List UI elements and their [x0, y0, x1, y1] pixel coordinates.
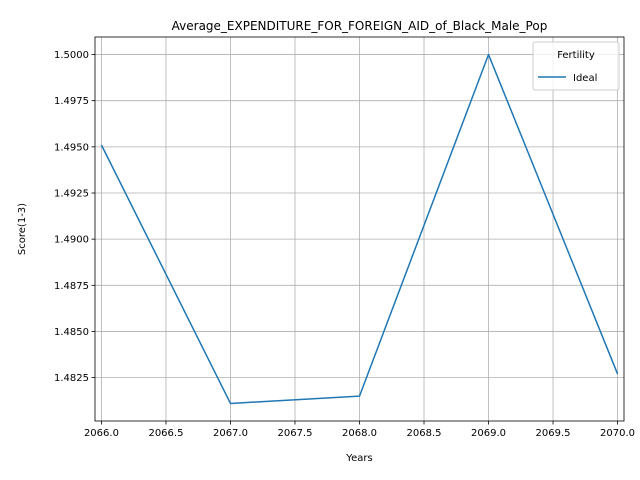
- legend-title: Fertility: [557, 50, 595, 61]
- y-tick-label: 1.4850: [54, 327, 89, 338]
- y-tick-label: 1.4925: [54, 189, 89, 200]
- legend: Fertility Ideal: [532, 41, 620, 91]
- series-lines: [100, 53, 619, 405]
- x-tick-label: 2066.0: [84, 428, 119, 439]
- x-tick-label: 2069.5: [536, 428, 571, 439]
- grid-lines: [95, 37, 624, 421]
- legend-box: [532, 41, 620, 91]
- y-axis-ticks: 1.4825 1.4850 1.4875 1.4900 1.4925 1.4950 1.49…: [54, 50, 95, 384]
- y-tick-label: 1.5000: [54, 50, 89, 61]
- x-tick-label: 2069.0: [471, 428, 506, 439]
- y-tick-label: 1.4900: [54, 235, 89, 246]
- y-axis-title: Score(1-3): [17, 203, 28, 255]
- x-tick-label: 2067.5: [277, 428, 312, 439]
- legend-label-ideal: Ideal: [573, 73, 597, 84]
- x-tick-label: 2066.5: [148, 428, 183, 439]
- chart-title: Average_EXPENDITURE_FOR_FOREIGN_AID_of_B…: [172, 19, 548, 33]
- x-axis-ticks: 2066.0 2066.5 2067.0 2067.5 2068.0 2068.5 2069…: [84, 421, 635, 439]
- x-tick-label: 2068.5: [407, 428, 442, 439]
- x-tick-label: 2067.0: [213, 428, 248, 439]
- x-axis-title: Years: [345, 453, 372, 464]
- y-tick-label: 1.4950: [54, 142, 89, 153]
- y-tick-label: 1.4975: [54, 96, 89, 107]
- x-tick-label: 2070.0: [600, 428, 635, 439]
- y-tick-label: 1.4825: [54, 373, 89, 384]
- x-tick-label: 2068.0: [342, 428, 377, 439]
- y-tick-label: 1.4875: [54, 281, 89, 292]
